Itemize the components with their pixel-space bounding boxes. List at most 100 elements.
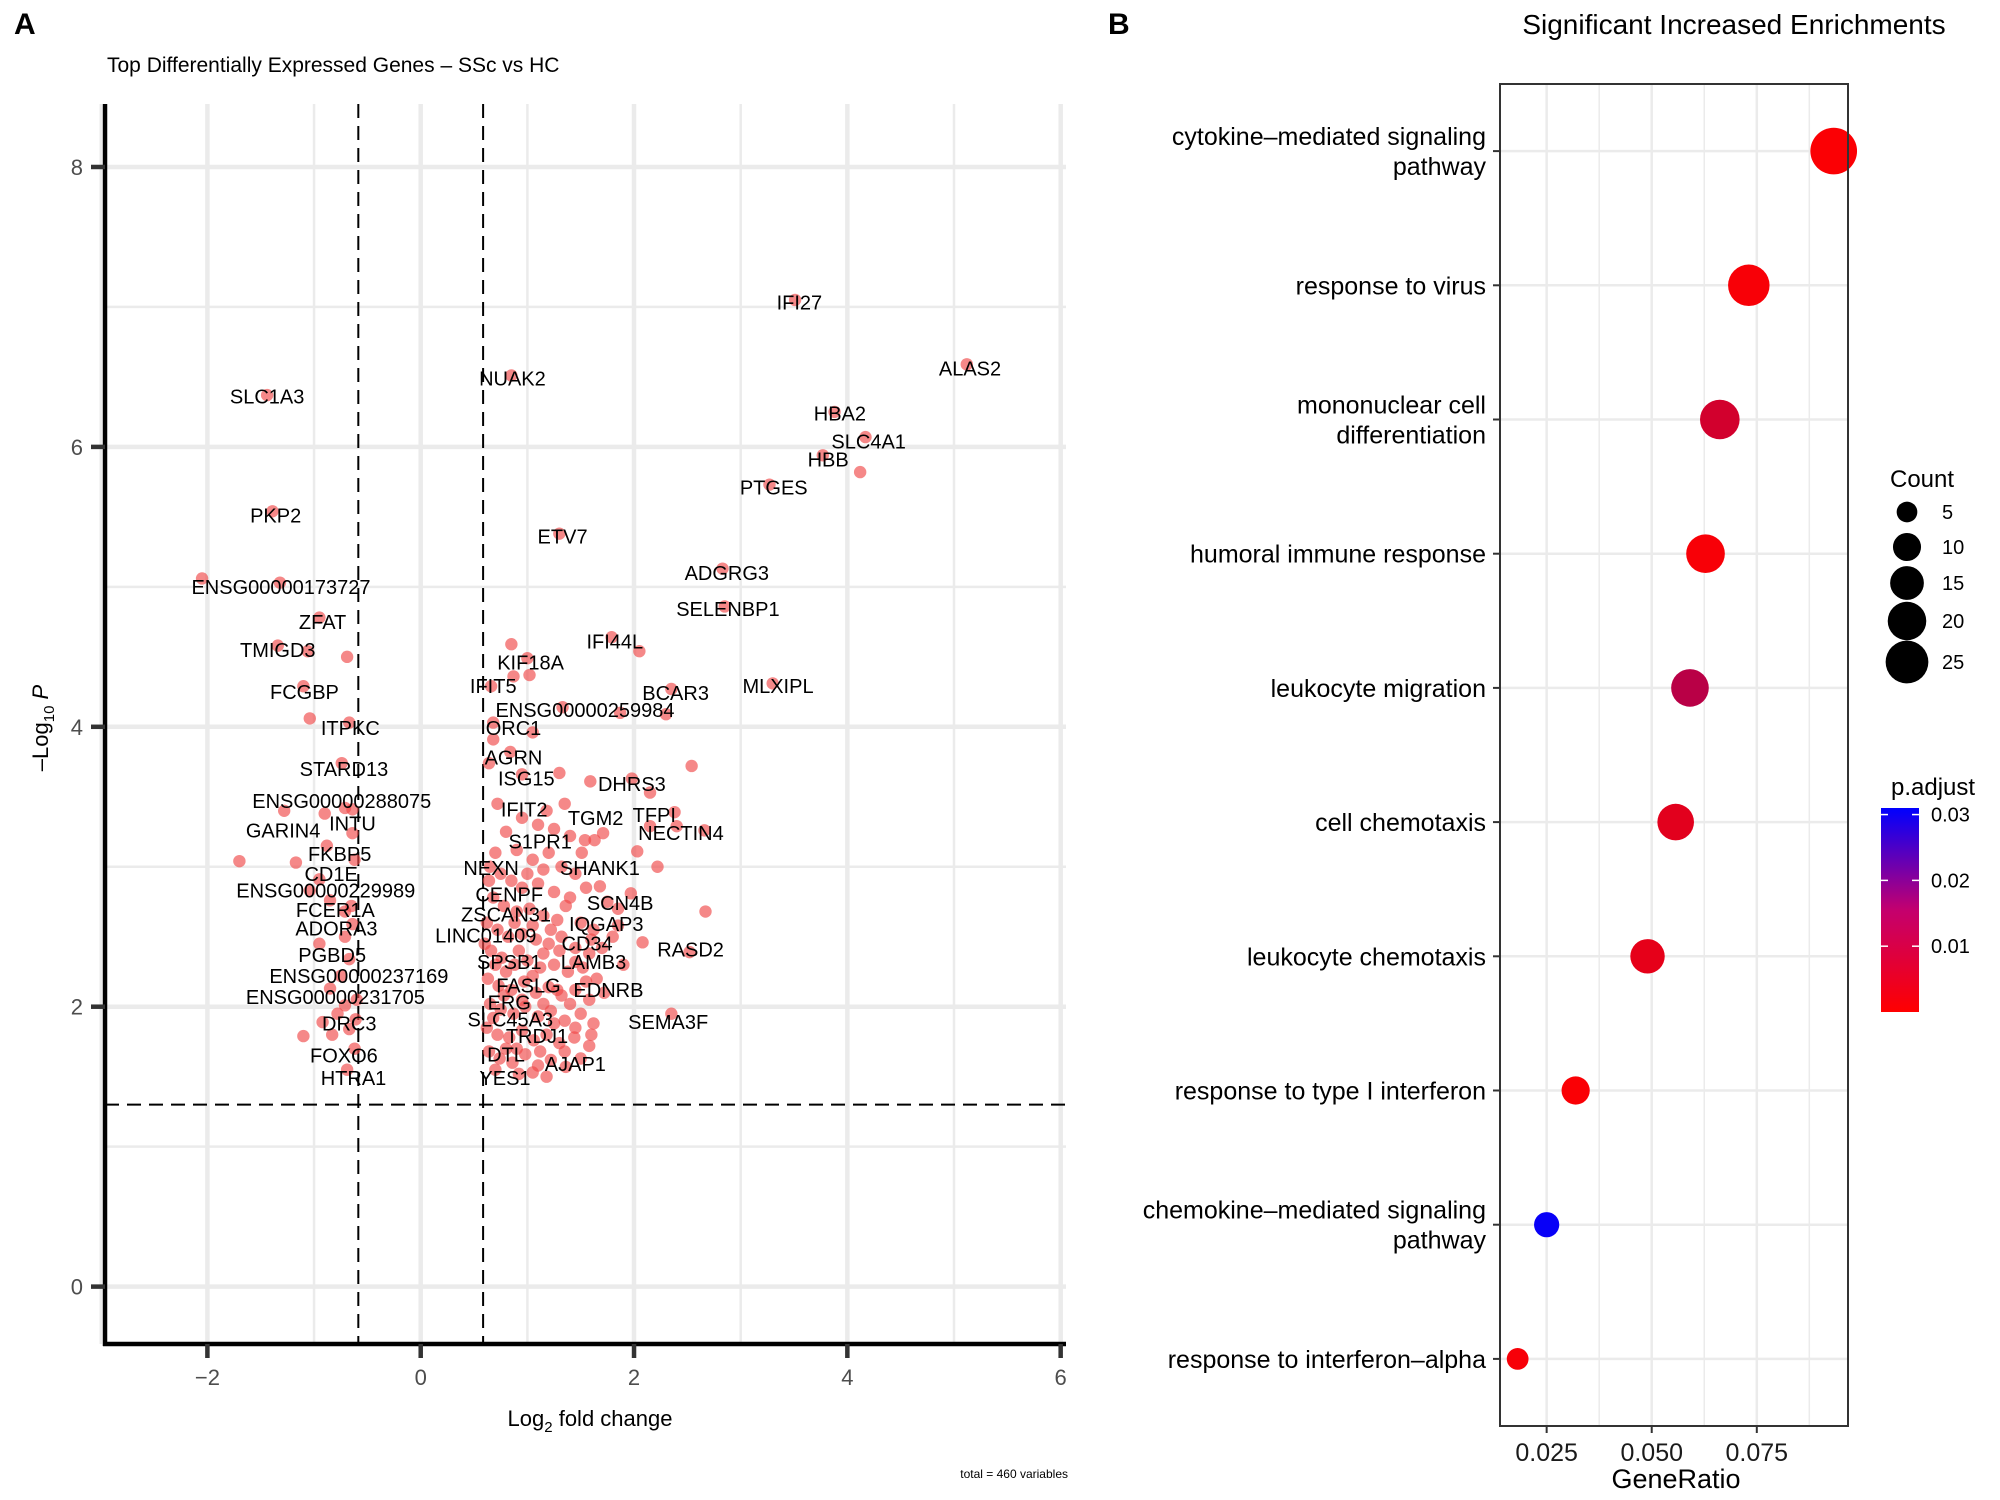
data-point (313, 937, 326, 950)
data-point (611, 902, 625, 915)
data-point (480, 916, 494, 929)
gene-label: FCER1A (296, 900, 376, 922)
data-point (325, 1028, 339, 1041)
data-point (569, 955, 582, 969)
gene-label: LINC01409 (435, 925, 536, 947)
data-point (491, 923, 504, 936)
data-point (617, 958, 630, 971)
data-point (340, 1063, 354, 1076)
gene-label: KIF18A (497, 652, 564, 674)
data-point (584, 775, 597, 788)
data-point (316, 1015, 329, 1029)
data-point (297, 680, 310, 693)
volcano-title: Top Differentially Expressed Genes – SSc… (107, 54, 559, 77)
category-label: leukocyte migration (1271, 675, 1486, 703)
data-point (526, 1066, 539, 1079)
data-point (515, 768, 529, 781)
enrichment-category-labels: cytokine–mediated signalingpathwayrespon… (1143, 123, 1487, 1374)
gene-label: SPSB1 (477, 952, 541, 974)
data-point (636, 936, 649, 949)
data-point (526, 969, 539, 983)
enrichment-point (1534, 1212, 1560, 1238)
enrichment-point (1671, 669, 1709, 707)
data-point (588, 833, 601, 847)
data-point (482, 874, 496, 887)
gene-label: ENSG00000259984 (495, 700, 674, 722)
data-point (487, 716, 500, 729)
gene-label: SELENBP1 (676, 599, 779, 621)
category-label: response to interferon–alpha (1168, 1346, 1486, 1374)
gene-label: ADGRG3 (685, 563, 769, 585)
data-point (346, 826, 359, 840)
category-label: humoral immune response (1190, 541, 1486, 569)
data-point (510, 905, 523, 918)
data-point (643, 786, 657, 799)
data-point (527, 1034, 540, 1047)
data-point (505, 874, 518, 887)
data-point (575, 846, 588, 859)
category-label: response to virus (1296, 272, 1486, 300)
x-tick-label: 0.075 (1726, 1439, 1789, 1467)
count-legend-title: Count (1890, 466, 1954, 493)
data-point (601, 895, 614, 908)
gene-label: NECTIN4 (638, 823, 724, 845)
data-point (499, 1042, 513, 1055)
enrichment-point (1728, 264, 1770, 307)
data-point (318, 807, 331, 820)
data-point (303, 712, 316, 725)
data-point (526, 726, 539, 739)
data-point (533, 1045, 547, 1058)
data-point (512, 1067, 526, 1081)
data-point (595, 941, 609, 955)
data-point (499, 965, 513, 978)
data-point (501, 930, 515, 943)
gene-label: SLC45A3 (467, 1009, 553, 1031)
gene-label: ENSG00000288075 (252, 791, 431, 813)
data-point (788, 293, 802, 307)
data-point (685, 759, 698, 773)
gene-label: SHANK1 (560, 858, 640, 880)
enrichment-point (1810, 127, 1858, 175)
data-point (497, 899, 511, 913)
gene-label: LAMB3 (561, 952, 627, 974)
x-tick-label: 6 (1055, 1365, 1067, 1390)
data-point (515, 1024, 529, 1037)
gene-label: FASLG (496, 976, 560, 998)
data-point (503, 1031, 516, 1044)
gene-label: TGM2 (568, 808, 624, 830)
data-point (349, 1013, 362, 1026)
data-point (497, 989, 511, 1002)
data-point (531, 1010, 545, 1023)
gene-label: PGBD5 (298, 945, 366, 967)
count-legend: 5 10 15 20 25 (1885, 501, 1964, 684)
data-point (631, 845, 644, 858)
data-point (482, 1045, 496, 1058)
enrichment-axes: 0.025 0.050 0.075 (1493, 83, 1849, 1467)
data-point (348, 853, 361, 866)
data-point (816, 449, 830, 462)
gene-label: IQGAP3 (569, 914, 643, 936)
volcano-x-axis-label: Log2 fold change (508, 1406, 673, 1436)
data-point (343, 952, 356, 966)
data-point (670, 819, 683, 833)
category-label: differentiation (1336, 422, 1486, 450)
gene-label: SLC1A3 (230, 387, 305, 409)
data-point (350, 993, 363, 1006)
gene-label: ALAS2 (939, 359, 1001, 381)
data-point (499, 825, 513, 838)
data-point (537, 909, 550, 922)
category-label: response to type I interferon (1175, 1078, 1486, 1106)
colorbar-tick-label: 0.03 (1931, 805, 1970, 827)
count-legend-key (1892, 532, 1922, 562)
data-point (537, 863, 550, 876)
data-point (596, 826, 610, 840)
gene-label: S1PR1 (508, 832, 571, 854)
enrichment-point (1686, 534, 1725, 574)
data-point (574, 1007, 587, 1020)
data-point (651, 860, 664, 873)
data-point (563, 997, 577, 1011)
data-point (544, 1053, 558, 1067)
data-point (605, 631, 618, 644)
